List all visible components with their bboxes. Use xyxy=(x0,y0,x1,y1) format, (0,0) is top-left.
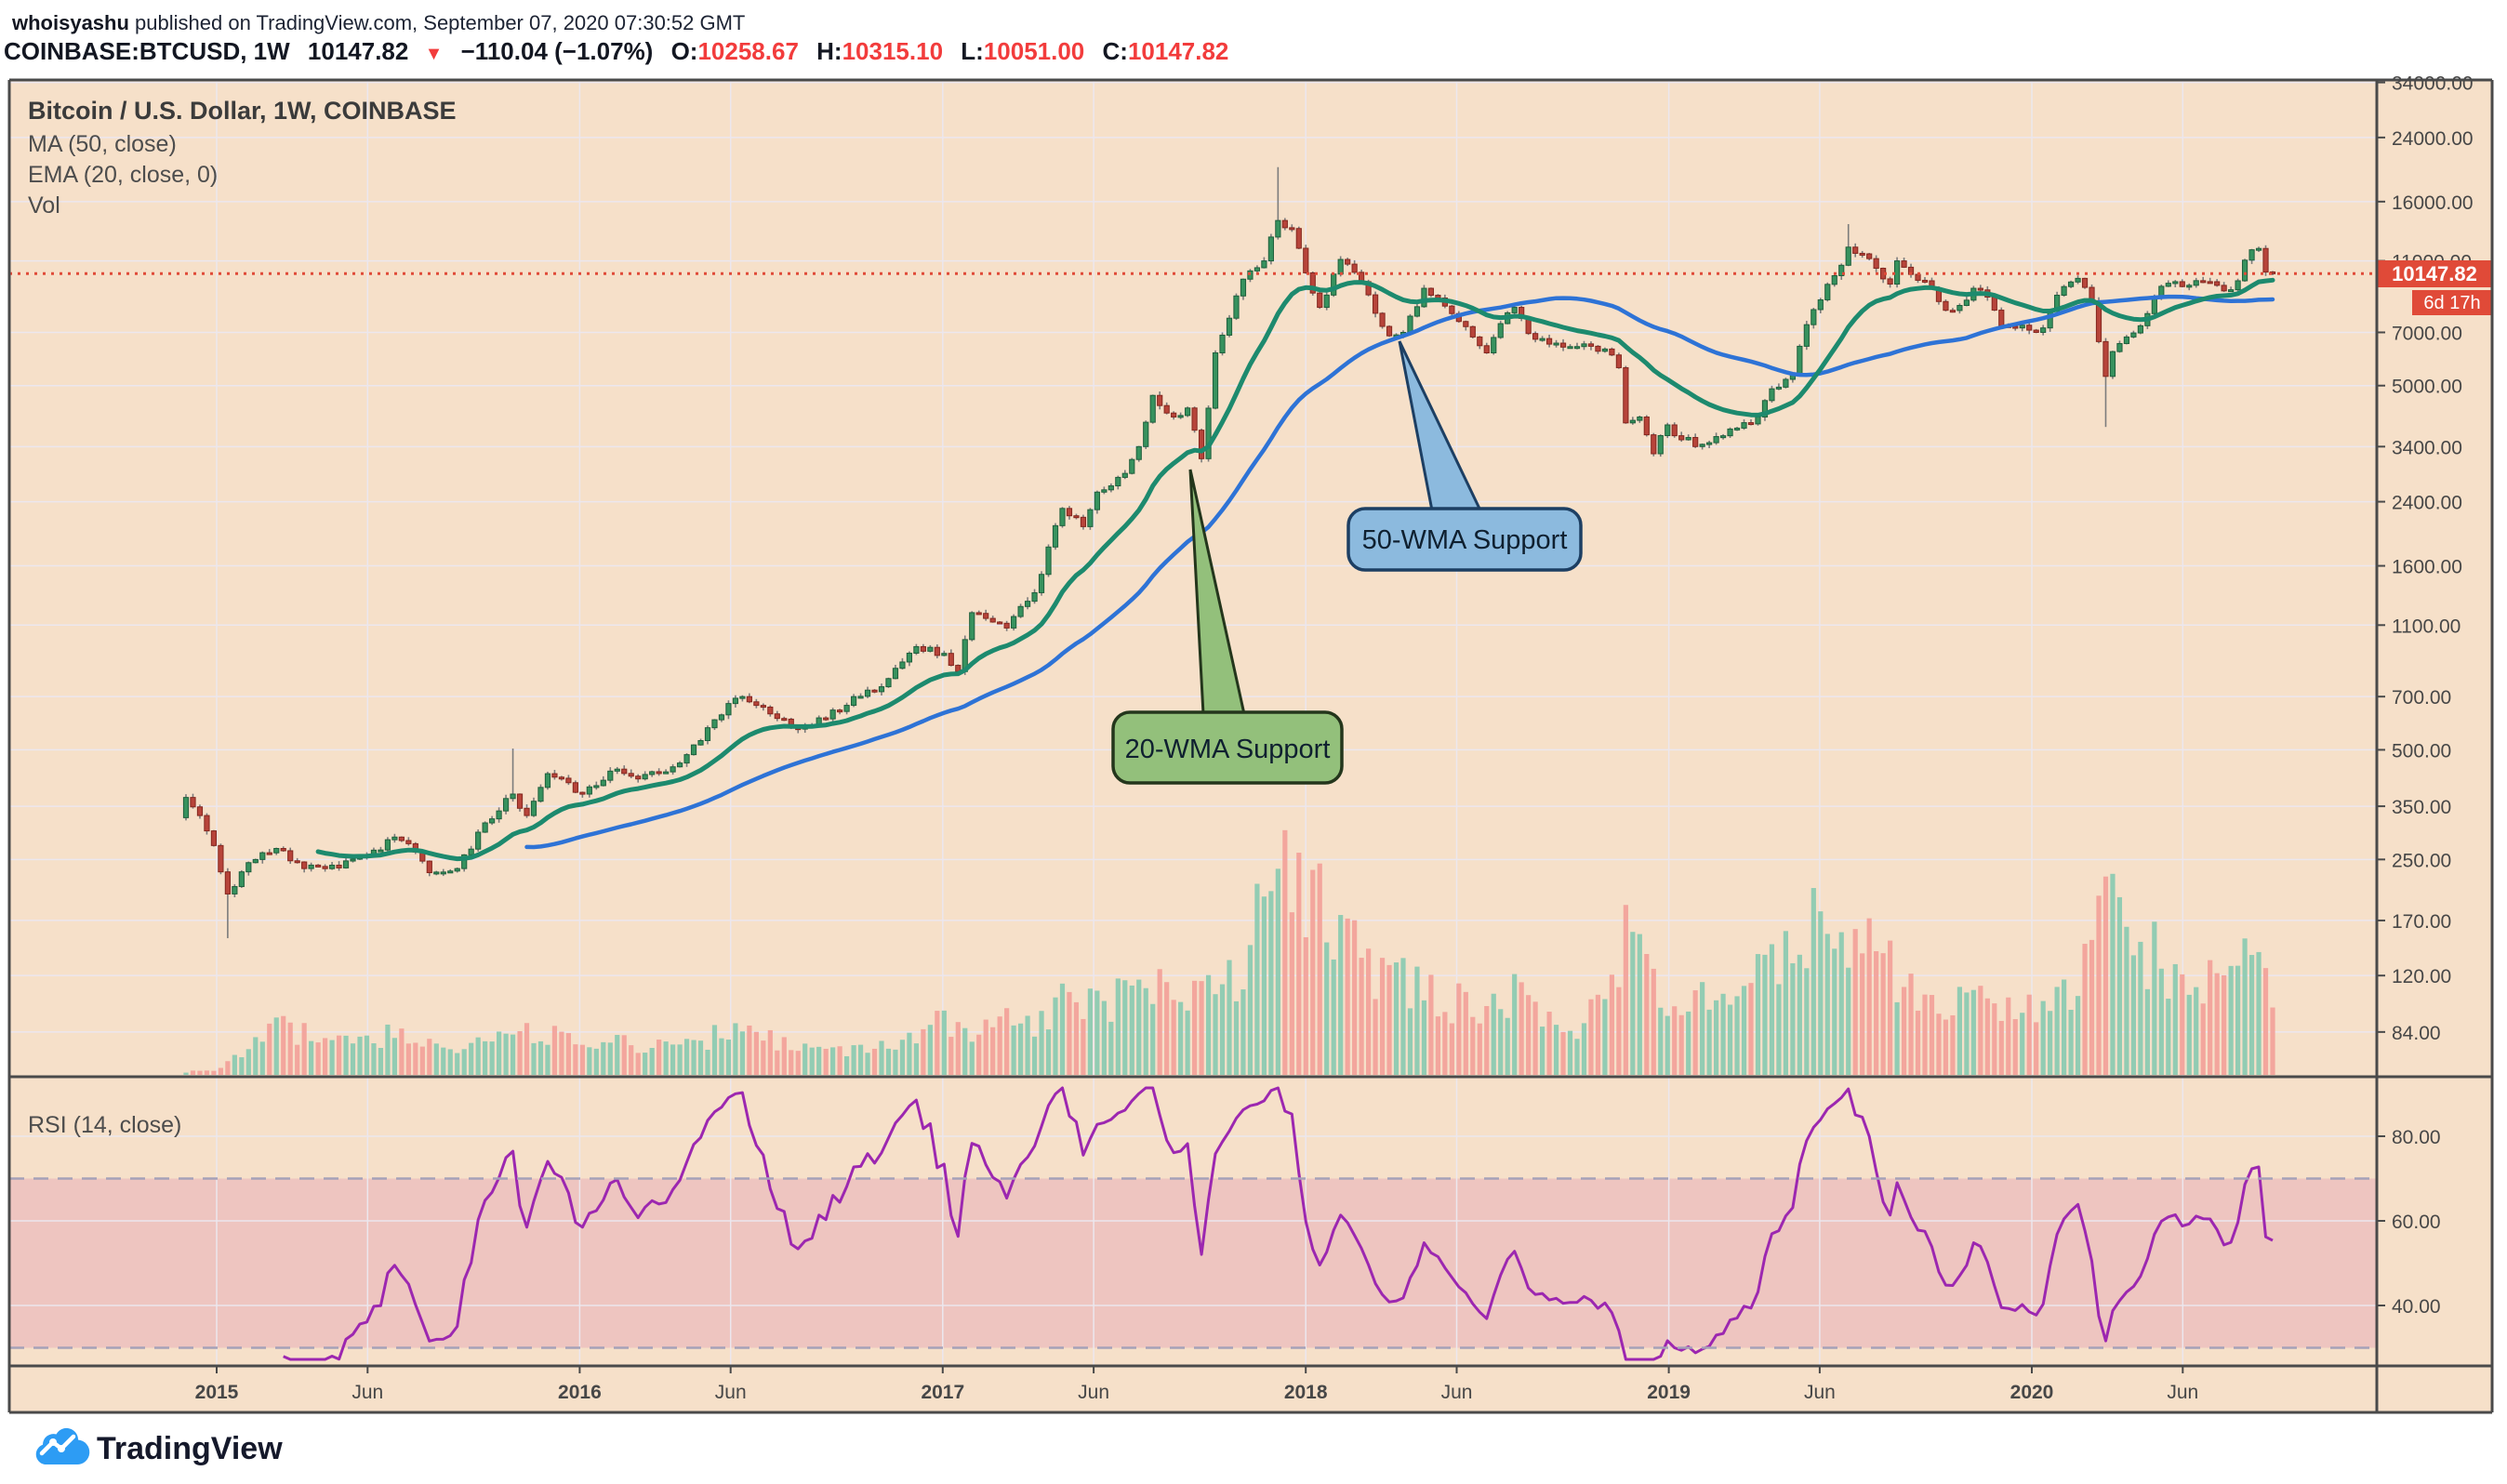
svg-text:Jun: Jun xyxy=(2167,1382,2198,1403)
svg-text:2016: 2016 xyxy=(558,1382,602,1403)
published-info: published on TradingView.com, September … xyxy=(128,11,746,34)
svg-text:350.00: 350.00 xyxy=(2392,797,2451,818)
open-label: O: xyxy=(670,37,698,65)
svg-text:34000.00: 34000.00 xyxy=(2392,73,2474,95)
svg-text:7000.00: 7000.00 xyxy=(2392,323,2462,344)
symbol-header: COINBASE:BTCUSD, 1W 10147.82 ▼ −110.04 (… xyxy=(4,37,1228,66)
svg-text:40.00: 40.00 xyxy=(2392,1296,2441,1318)
svg-text:2020: 2020 xyxy=(2010,1382,2054,1403)
ema-legend[interactable]: EMA (20, close, 0) xyxy=(28,162,218,188)
svg-text:2018: 2018 xyxy=(1284,1382,1328,1403)
rsi-band xyxy=(9,1178,2377,1348)
ma-legend[interactable]: MA (50, close) xyxy=(28,131,177,157)
svg-text:Jun: Jun xyxy=(1804,1382,1836,1403)
svg-text:5000.00: 5000.00 xyxy=(2392,377,2462,398)
price-axis[interactable]: 34000.0024000.0016000.0011000.007000.005… xyxy=(2377,73,2474,1318)
callout-50wma-label: 50-WMA Support xyxy=(1362,525,1568,555)
svg-text:500.00: 500.00 xyxy=(2392,740,2451,762)
svg-text:6d 17h: 6d 17h xyxy=(2423,293,2480,313)
close-value: 10147.82 xyxy=(1127,37,1229,65)
svg-text:24000.00: 24000.00 xyxy=(2392,128,2474,150)
ema-20-line xyxy=(315,277,2275,862)
last-price: 10147.82 xyxy=(307,37,409,65)
callout-20wma-label: 20-WMA Support xyxy=(1125,735,1331,764)
chart-legend-title: Bitcoin / U.S. Dollar, 1W, COINBASE xyxy=(28,97,457,125)
low-value: 10051.00 xyxy=(983,37,1085,65)
svg-text:80.00: 80.00 xyxy=(2392,1127,2441,1148)
svg-text:2019: 2019 xyxy=(1647,1382,1691,1403)
svg-text:84.00: 84.00 xyxy=(2392,1023,2441,1044)
svg-text:3400.00: 3400.00 xyxy=(2392,437,2462,458)
publish-header: whoisyashu published on TradingView.com,… xyxy=(12,11,745,35)
volume-legend[interactable]: Vol xyxy=(28,192,60,219)
down-triangle-icon: ▼ xyxy=(424,44,444,64)
callout-20wma-support[interactable]: 20-WMA Support xyxy=(1111,469,1344,785)
callout-bubble xyxy=(1111,710,1344,785)
svg-text:60.00: 60.00 xyxy=(2392,1212,2441,1233)
svg-text:16000.00: 16000.00 xyxy=(2392,192,2474,214)
high-value: 10315.10 xyxy=(842,37,944,65)
open-value: 10258.67 xyxy=(697,37,799,65)
brand-name[interactable]: TradingView xyxy=(97,1431,283,1466)
svg-text:Jun: Jun xyxy=(1078,1382,1109,1403)
svg-text:2015: 2015 xyxy=(195,1382,239,1403)
svg-text:10147.82: 10147.82 xyxy=(2392,262,2477,285)
price-change: −110.04 (−1.07%) xyxy=(460,37,654,65)
svg-text:1600.00: 1600.00 xyxy=(2392,557,2462,578)
close-label: C: xyxy=(1102,37,1128,65)
callout-50wma-support[interactable]: 50-WMA Support xyxy=(1346,340,1583,572)
svg-text:700.00: 700.00 xyxy=(2392,687,2451,709)
svg-text:Jun: Jun xyxy=(715,1382,747,1403)
symbol-title: COINBASE:BTCUSD, 1W xyxy=(4,37,290,65)
tradingview-logo-icon[interactable] xyxy=(32,1425,91,1466)
svg-text:170.00: 170.00 xyxy=(2392,911,2451,933)
panel-borders xyxy=(7,78,2494,1414)
rsi-indicator-label[interactable]: RSI (14, close) xyxy=(28,1112,181,1138)
footer: TradingView xyxy=(0,1414,2507,1484)
svg-text:120.00: 120.00 xyxy=(2392,966,2451,987)
svg-text:250.00: 250.00 xyxy=(2392,850,2451,871)
ma-50-line xyxy=(524,294,2275,850)
svg-text:Jun: Jun xyxy=(1441,1382,1473,1403)
author-name: whoisyashu xyxy=(12,11,129,34)
svg-text:2400.00: 2400.00 xyxy=(2392,493,2462,514)
rsi-line xyxy=(283,1086,2274,1361)
volume-series xyxy=(183,829,2275,1075)
svg-text:1100.00: 1100.00 xyxy=(2392,616,2461,637)
low-label: L: xyxy=(961,37,984,65)
callout-bubble xyxy=(1346,507,1583,572)
svg-text:2017: 2017 xyxy=(921,1382,964,1403)
current-price-label: 10147.82 6d 17h xyxy=(2377,260,2492,315)
svg-text:Jun: Jun xyxy=(352,1382,383,1403)
high-label: H: xyxy=(816,37,842,65)
